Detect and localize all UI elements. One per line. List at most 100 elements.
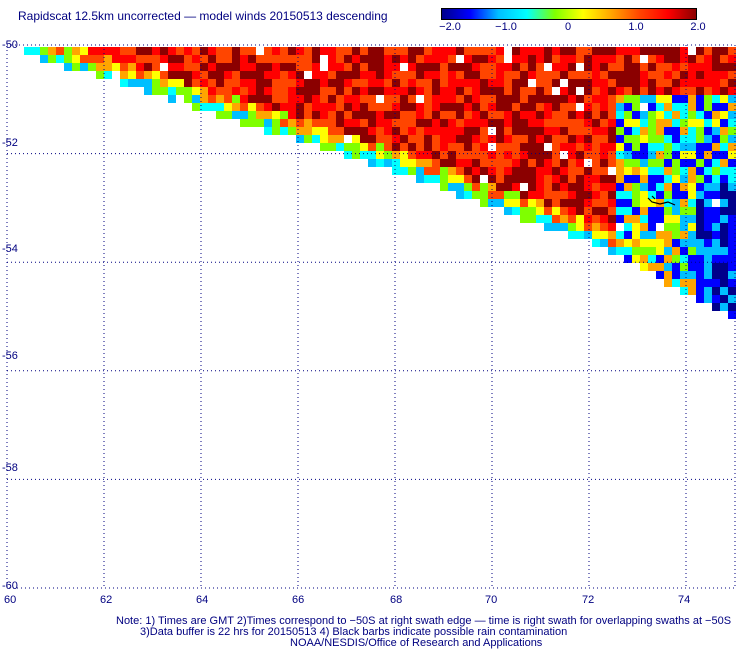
wind-cell — [696, 79, 704, 87]
wind-cell — [328, 55, 336, 63]
wind-cell — [568, 79, 576, 87]
wind-cell — [552, 127, 560, 135]
wind-cell — [432, 87, 440, 95]
wind-cell — [592, 159, 600, 167]
wind-cell — [448, 151, 456, 159]
wind-cell — [584, 119, 592, 127]
wind-cell — [544, 79, 552, 87]
wind-cell — [592, 231, 600, 239]
wind-cell — [328, 63, 336, 71]
wind-cell — [688, 175, 696, 183]
wind-cell — [696, 199, 704, 207]
wind-cell — [232, 95, 240, 103]
wind-cell — [136, 79, 144, 87]
wind-cell — [448, 55, 456, 63]
wind-cell — [720, 231, 728, 239]
wind-cell — [320, 87, 328, 95]
wind-cell — [392, 167, 400, 175]
colorbar-label-zero: 0 — [564, 21, 572, 33]
wind-cell — [720, 263, 728, 271]
wind-cell — [712, 79, 720, 87]
wind-cell — [240, 111, 248, 119]
wind-cell — [424, 95, 432, 103]
wind-cell — [568, 111, 576, 119]
wind-cell — [96, 47, 104, 55]
wind-cell — [304, 47, 312, 55]
wind-cell — [608, 159, 616, 167]
wind-cell — [216, 103, 224, 111]
wind-cell — [616, 199, 624, 207]
wind-cell — [504, 135, 512, 143]
wind-cell — [272, 87, 280, 95]
wind-cell — [152, 55, 160, 63]
wind-cell — [616, 183, 624, 191]
wind-cell — [720, 255, 728, 263]
wind-cell — [672, 239, 680, 247]
wind-cell — [656, 119, 664, 127]
wind-cell — [616, 135, 624, 143]
wind-cell — [656, 231, 664, 239]
wind-cell — [728, 279, 736, 287]
wind-cell — [208, 79, 216, 87]
wind-cell — [264, 95, 272, 103]
wind-cell — [376, 127, 384, 135]
wind-cell — [544, 127, 552, 135]
wind-cell — [424, 71, 432, 79]
wind-cell — [688, 55, 696, 63]
wind-cell — [648, 87, 656, 95]
wind-cell — [528, 103, 536, 111]
wind-cell — [520, 71, 528, 79]
wind-cell — [528, 47, 536, 55]
wind-cell — [368, 71, 376, 79]
wind-cell — [192, 47, 200, 55]
wind-cell — [632, 87, 640, 95]
wind-cell — [664, 119, 672, 127]
wind-cell — [616, 119, 624, 127]
wind-cell — [416, 47, 424, 55]
wind-cell — [448, 119, 456, 127]
wind-cell — [88, 55, 96, 63]
wind-cell — [728, 167, 736, 175]
wind-cell — [368, 111, 376, 119]
wind-cell — [632, 95, 640, 103]
wind-cell — [720, 247, 728, 255]
wind-cell — [376, 151, 384, 159]
wind-cell — [384, 103, 392, 111]
wind-cell — [72, 47, 80, 55]
wind-cell — [496, 159, 504, 167]
wind-cell — [448, 175, 456, 183]
wind-cell — [560, 71, 568, 79]
wind-cell — [664, 207, 672, 215]
wind-cell — [592, 135, 600, 143]
wind-cell — [184, 63, 192, 71]
wind-cell — [280, 71, 288, 79]
wind-cell — [392, 95, 400, 103]
wind-cell — [640, 231, 648, 239]
wind-cell — [720, 207, 728, 215]
wind-cell — [696, 279, 704, 287]
wind-cell — [696, 271, 704, 279]
colorbar — [441, 8, 697, 20]
wind-cell — [624, 199, 632, 207]
wind-cell — [312, 87, 320, 95]
wind-cell — [480, 63, 488, 71]
lon-label-66: 66 — [292, 594, 304, 606]
wind-cell — [688, 183, 696, 191]
wind-cell — [288, 119, 296, 127]
wind-cell — [720, 47, 728, 55]
wind-cell — [504, 87, 512, 95]
wind-cell — [408, 103, 416, 111]
wind-cell — [512, 151, 520, 159]
wind-cell — [704, 247, 712, 255]
wind-cell — [48, 55, 56, 63]
wind-cell — [256, 55, 264, 63]
wind-cell — [472, 175, 480, 183]
wind-cell — [592, 127, 600, 135]
wind-cell — [592, 143, 600, 151]
wind-cell — [440, 111, 448, 119]
wind-cell — [496, 127, 504, 135]
wind-cell — [600, 95, 608, 103]
wind-cell — [704, 63, 712, 71]
wind-cell — [696, 287, 704, 295]
wind-cell — [256, 87, 264, 95]
